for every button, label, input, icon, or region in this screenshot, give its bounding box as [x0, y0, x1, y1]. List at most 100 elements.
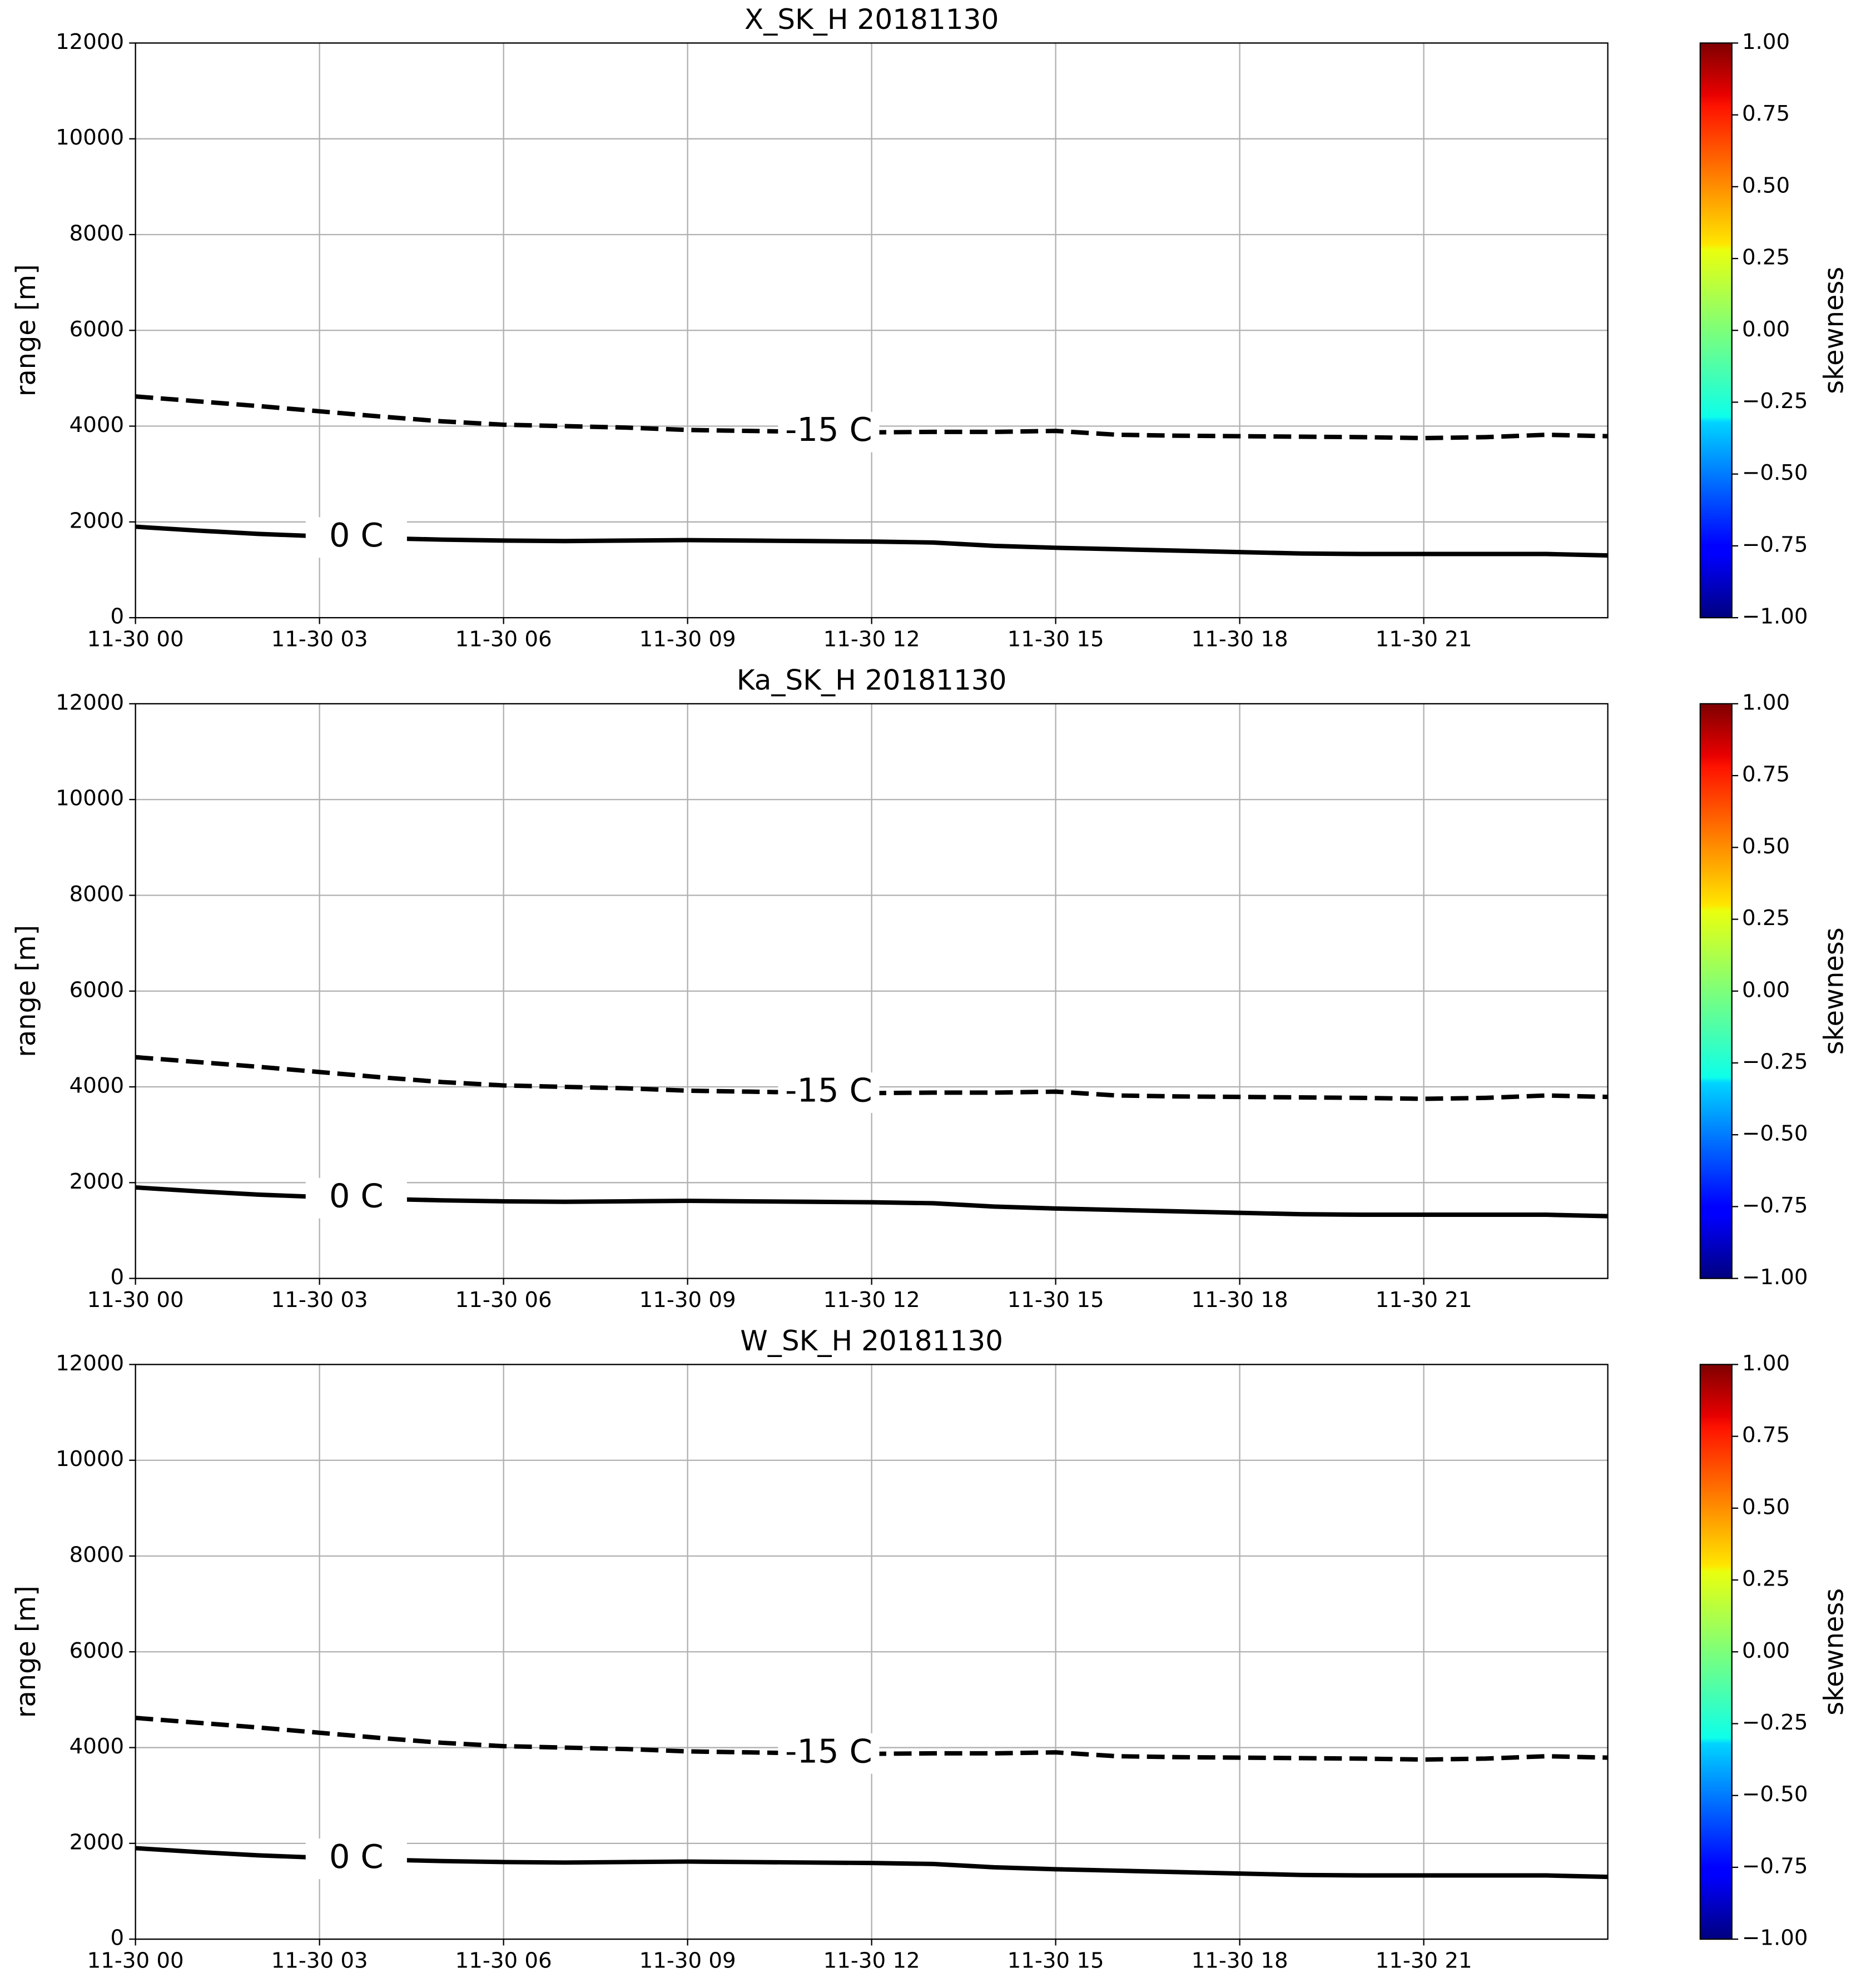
colorbar-tick-label: 0.00 — [1742, 317, 1790, 342]
colorbar-tick-label: 0.25 — [1742, 1567, 1790, 1592]
x-tick-label: 11-30 00 — [87, 1949, 184, 1974]
y-tick-label: 10000 — [56, 786, 124, 811]
colorbar-tick-label: 0.00 — [1742, 1638, 1790, 1663]
chart-title: W_SK_H 20181130 — [740, 1325, 1003, 1357]
y-tick-label: 0 — [111, 1926, 125, 1951]
plot-frame — [135, 42, 1609, 619]
plot-frame — [135, 703, 1609, 1279]
y-axis-label: range [m] — [11, 264, 42, 396]
x-tick-label: 11-30 18 — [1192, 627, 1288, 652]
colorbar-tick-label: −0.75 — [1742, 1853, 1808, 1878]
x-tick-label: 11-30 00 — [87, 627, 184, 652]
x-tick-label: 11-30 00 — [87, 1288, 184, 1313]
x-tick-label: 11-30 09 — [639, 1949, 736, 1974]
x-tick-label: 11-30 03 — [271, 1949, 368, 1974]
chart-title: Ka_SK_H 20181130 — [737, 664, 1007, 697]
x-tick-label: 11-30 06 — [455, 1288, 552, 1313]
x-tick-label: 11-30 12 — [823, 1288, 920, 1313]
line-label: 0 C — [329, 1176, 384, 1215]
colorbar-tick-label: −1.00 — [1742, 1265, 1808, 1290]
y-tick-label: 4000 — [70, 412, 124, 438]
y-tick-label: 2000 — [70, 1830, 124, 1855]
x-tick-label: 11-30 15 — [1008, 1949, 1104, 1974]
y-tick-label: 10000 — [56, 1447, 124, 1472]
colorbar-tick-label: 1.00 — [1742, 1351, 1790, 1376]
line-label-bg — [778, 1072, 880, 1114]
colorbar-tick-label: 0.00 — [1742, 977, 1790, 1002]
y-tick-label: 12000 — [56, 1351, 124, 1376]
y-tick-label: 6000 — [70, 977, 124, 1002]
line-label: 0 C — [329, 1837, 384, 1876]
line-label: -15 C — [785, 1732, 872, 1770]
colorbar-label: skewness — [1819, 927, 1849, 1055]
line-label-bg — [305, 517, 407, 558]
colorbar-tick-label: −0.25 — [1742, 1049, 1808, 1074]
colorbar-tick-label: 0.50 — [1742, 834, 1790, 859]
line-label: -15 C — [785, 410, 872, 449]
line-label-bg — [305, 1838, 407, 1880]
y-axis-label: range [m] — [11, 925, 42, 1057]
colorbar-tick-label: −0.50 — [1742, 1782, 1808, 1807]
line-label-bg — [305, 1177, 407, 1219]
colorbar-tick-label: −0.75 — [1742, 532, 1808, 557]
x-tick-label: 11-30 06 — [455, 1949, 552, 1974]
x-tick-label: 11-30 12 — [823, 1949, 920, 1974]
colorbar-label: skewness — [1819, 267, 1849, 394]
colorbar-tick-label: 1.00 — [1742, 29, 1790, 54]
y-tick-label: 10000 — [56, 125, 124, 150]
colorbar-tick-label: 0.25 — [1742, 245, 1790, 270]
y-tick-label: 0 — [111, 1265, 125, 1290]
colorbar — [1699, 1364, 1733, 1940]
x-tick-label: 11-30 21 — [1376, 1288, 1472, 1313]
panel: 11-30 00 11-30 03 11-30 06 11-30 09 11-30 12… — [11, 664, 1849, 1313]
panel: 11-30 00 11-30 03 11-30 06 11-30 09 11-30 12… — [11, 1325, 1849, 1973]
colorbar-tick-label: 0.75 — [1742, 762, 1790, 787]
y-tick-label: 6000 — [70, 317, 124, 342]
y-tick-label: 12000 — [56, 690, 124, 715]
colorbar-tick-label: 0.50 — [1742, 173, 1790, 198]
plot-frame — [135, 1364, 1609, 1940]
x-tick-label: 11-30 21 — [1376, 627, 1472, 652]
x-tick-label: 11-30 18 — [1192, 1949, 1288, 1974]
line-label: 0 C — [329, 516, 384, 554]
colorbar-tick-label: −1.00 — [1742, 604, 1808, 629]
x-tick-label: 11-30 15 — [1008, 1288, 1104, 1313]
colorbar-tick-label: −0.50 — [1742, 1121, 1808, 1146]
colorbar-tick-label: 1.00 — [1742, 690, 1790, 715]
colorbar-label: skewness — [1819, 1588, 1849, 1716]
colorbar-tick-label: 0.50 — [1742, 1494, 1790, 1519]
y-tick-label: 4000 — [70, 1073, 124, 1099]
x-tick-label: 11-30 06 — [455, 627, 552, 652]
y-tick-label: 8000 — [70, 882, 124, 907]
y-tick-label: 8000 — [70, 221, 124, 246]
y-tick-label: 8000 — [70, 1542, 124, 1567]
colorbar — [1699, 703, 1733, 1279]
colorbar-tick-label: −0.75 — [1742, 1193, 1808, 1218]
x-tick-label: 11-30 18 — [1192, 1288, 1288, 1313]
x-tick-label: 11-30 15 — [1008, 627, 1104, 652]
x-tick-label: 11-30 09 — [639, 1288, 736, 1313]
colorbar-tick-label: 0.75 — [1742, 1423, 1790, 1448]
x-tick-label: 11-30 03 — [271, 627, 368, 652]
x-tick-label: 11-30 09 — [639, 627, 736, 652]
colorbar-tick-label: −0.25 — [1742, 389, 1808, 414]
line-label: -15 C — [785, 1071, 872, 1110]
x-tick-label: 11-30 03 — [271, 1288, 368, 1313]
colorbar-tick-label: 0.25 — [1742, 906, 1790, 931]
colorbar — [1699, 42, 1733, 619]
panel: 11-30 00 11-30 03 11-30 06 11-30 09 11-30 12… — [11, 3, 1849, 652]
x-tick-label: 11-30 12 — [823, 627, 920, 652]
colorbar-tick-label: 0.75 — [1742, 101, 1790, 126]
colorbar-tick-label: −0.50 — [1742, 460, 1808, 485]
y-tick-label: 6000 — [70, 1638, 124, 1663]
x-tick-label: 11-30 21 — [1376, 1949, 1472, 1974]
colorbar-tick-label: −0.25 — [1742, 1710, 1808, 1735]
chart-title: X_SK_H 20181130 — [745, 3, 999, 36]
line-label-bg — [778, 411, 880, 453]
y-tick-label: 4000 — [70, 1734, 124, 1759]
y-tick-label: 0 — [111, 604, 125, 629]
colorbar-tick-label: −1.00 — [1742, 1926, 1808, 1951]
y-tick-label: 2000 — [70, 508, 124, 533]
